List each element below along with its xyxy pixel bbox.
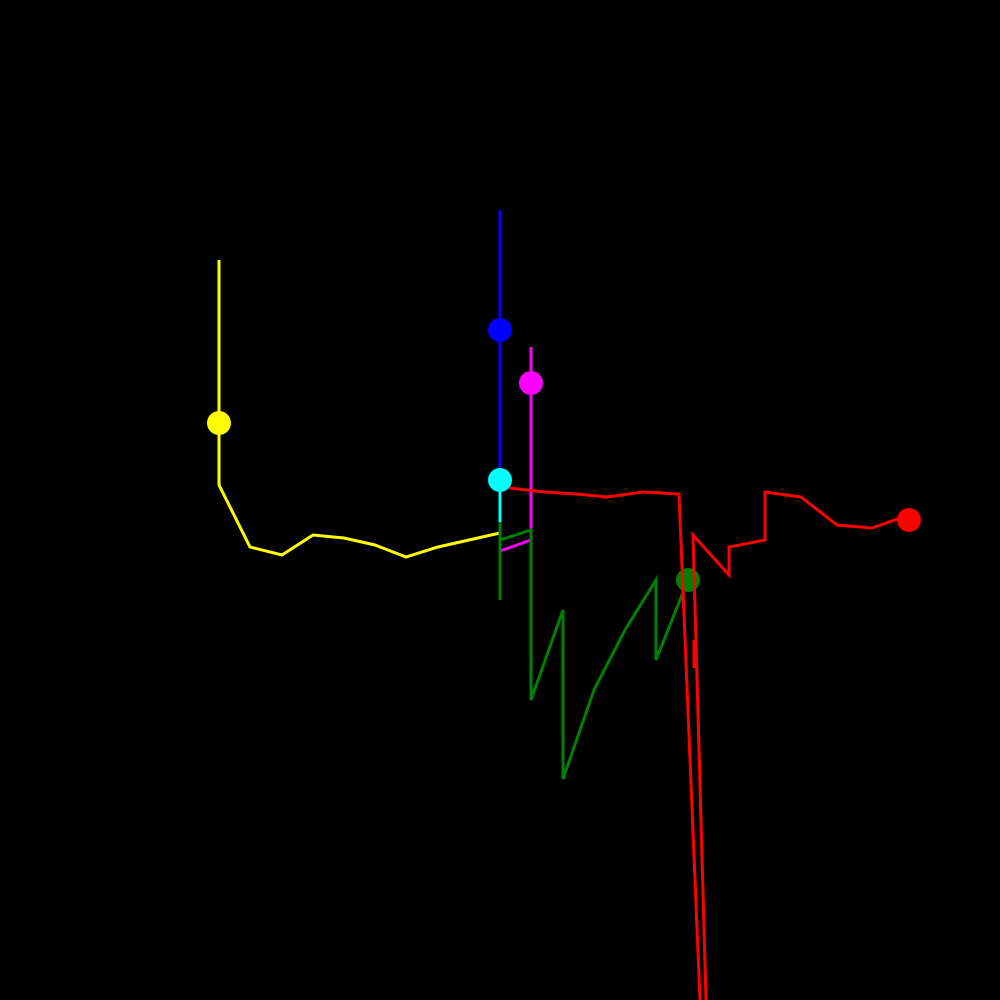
green-trail (498, 522, 690, 780)
yellow-marker (207, 411, 231, 435)
green-marker (676, 568, 700, 592)
red-marker (897, 508, 921, 532)
cyan-marker (488, 468, 512, 492)
magenta-marker (519, 371, 543, 395)
red-trail (508, 486, 702, 1000)
yellow-trail (217, 260, 501, 559)
red-trail-branch (691, 490, 910, 1000)
blue-marker (488, 318, 512, 342)
